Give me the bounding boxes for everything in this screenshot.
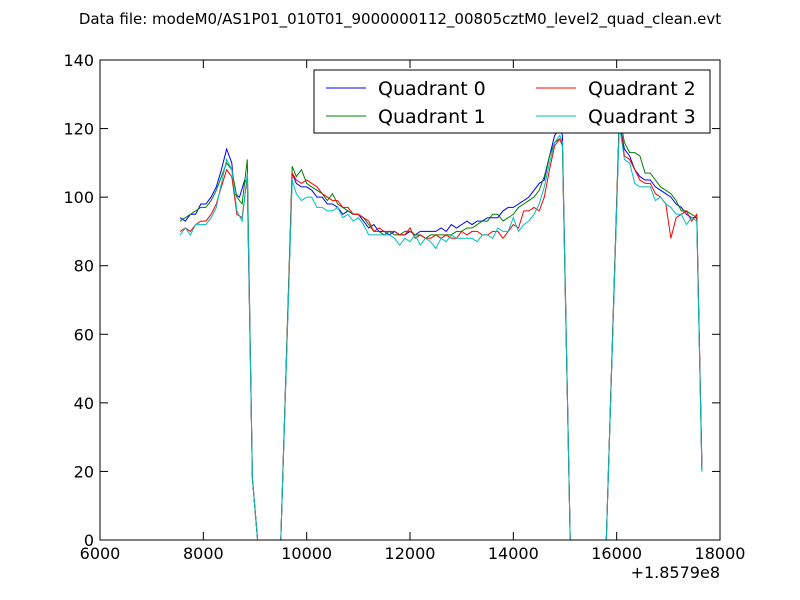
legend: Quadrant 0 Quadrant 1 Quadrant 2 Quadrant 3: [313, 69, 711, 134]
y-tick-label: 120: [63, 120, 94, 139]
series-line-0: [179, 121, 703, 541]
legend-frame: [313, 69, 711, 134]
legend-entry-3: Quadrant 3: [588, 106, 696, 128]
x-tick-label: 6000: [80, 544, 121, 563]
y-tick-label: 80: [74, 257, 94, 276]
x-tick-label: 16000: [591, 544, 642, 563]
x-axis-offset-label: +1.8579e8: [631, 563, 720, 582]
x-tick-label: 14000: [488, 544, 539, 563]
x-tick-label: 18000: [695, 544, 746, 563]
plot-lines: [179, 114, 703, 541]
x-tick-label: 12000: [385, 544, 436, 563]
series-line-2: [179, 118, 703, 541]
x-tick-label: 8000: [183, 544, 224, 563]
y-tick-label: 0: [84, 531, 94, 550]
y-tick-label: 40: [74, 394, 94, 413]
series-line-3: [179, 125, 703, 541]
legend-entry-1: Quadrant 1: [378, 106, 486, 128]
y-tick-label: 140: [63, 51, 94, 70]
legend-entry-0: Quadrant 0: [378, 78, 486, 100]
y-tick-label: 20: [74, 462, 94, 481]
x-tick-label: 10000: [281, 544, 332, 563]
series-line-1: [179, 114, 703, 541]
chart-title: Data file: modeM0/AS1P01_010T01_90000001…: [79, 10, 721, 29]
legend-entry-2: Quadrant 2: [588, 78, 696, 100]
y-tick-label: 60: [74, 325, 94, 344]
y-tick-label: 100: [63, 188, 94, 207]
axis-ticks: 6000 8000 10000 12000 14000 16000 18000 0 20 40 60…: [63, 51, 745, 563]
